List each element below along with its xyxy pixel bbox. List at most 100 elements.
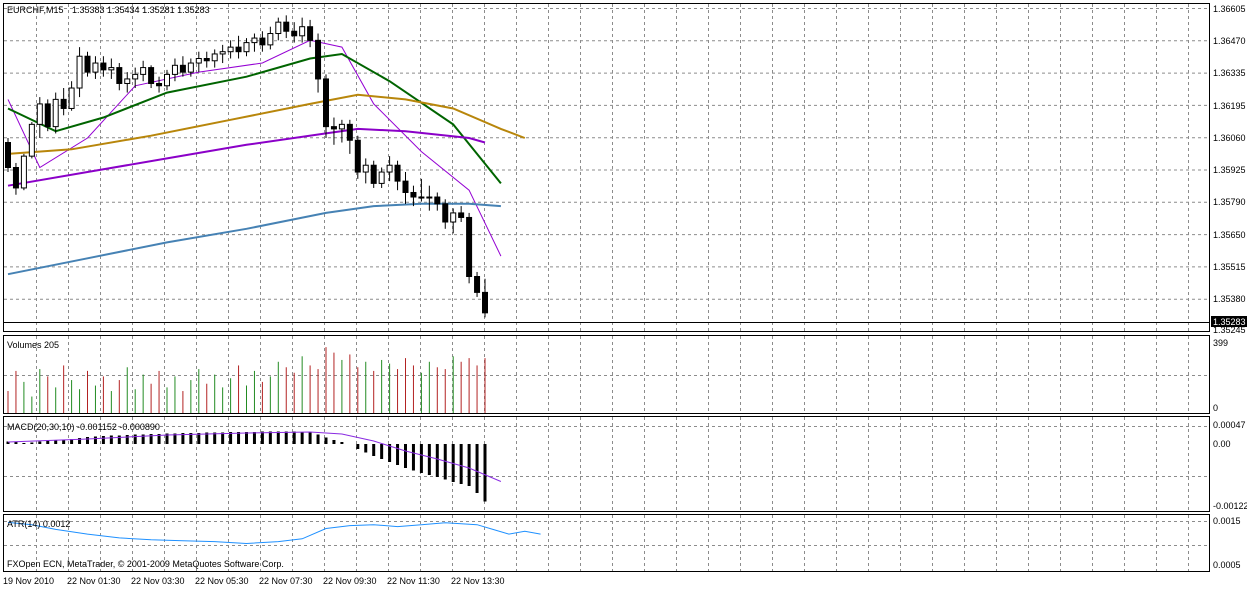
candle-body [283,21,290,32]
moving-average-line [7,202,501,276]
volume-panel-border [3,335,1210,414]
candle-body [338,123,345,130]
candle-body [84,55,91,73]
candle-body [195,58,202,64]
price-tick: 1.35380 [1213,294,1246,304]
candle-body [179,64,186,73]
candle-body [291,30,298,37]
candle-body [76,55,83,89]
price-tick: 1.36335 [1213,68,1246,78]
price-tick: 1.35245 [1213,325,1246,335]
candle-body [362,164,369,173]
main-panel-border [3,3,1210,332]
candle-body [474,276,481,293]
candle-body [203,58,210,62]
moving-average-line [7,39,502,257]
volume-axis-max: 399 [1213,338,1228,348]
time-tick: 22 Nov 11:30 [387,576,440,586]
candle-body [52,98,59,128]
candle-body [315,39,322,80]
atr-panel-border [3,514,1210,572]
candle-body [307,26,314,41]
candle-body [418,196,425,199]
candle-body [36,103,43,125]
macd-histogram [6,431,502,502]
candle-body [426,196,433,199]
moving-average-lines [7,39,526,276]
candle-body [156,82,163,87]
atr-axis-bottom: 0.0005 [1213,560,1241,570]
atr-line-path [7,521,541,545]
price-tick: 1.36470 [1213,36,1246,46]
candle-body [124,78,131,84]
time-tick: 19 Nov 2010 [3,576,54,586]
atr-axis-top: 0.0015 [1213,516,1241,526]
price-tick: 1.35790 [1213,197,1246,207]
current-price-label: 1.35283 [1213,317,1246,327]
volume-bars [7,347,486,413]
candle-body [108,67,115,71]
macd-axis-top: 0.00047 [1213,420,1246,430]
time-tick: 22 Nov 05:30 [195,576,249,586]
atr-panel-label: ATR(14) 0.0012 [7,519,70,529]
macd-signal-line [7,431,502,482]
candle-body [44,103,51,128]
time-axis: 19 Nov 2010 22 Nov 01:30 22 Nov 03:30 22… [3,576,505,586]
candle-body [68,87,75,109]
chart-grid [4,4,1209,571]
candle-body [275,21,282,35]
candle-body [354,139,361,173]
price-tick: 1.35925 [1213,165,1246,175]
candle-body [187,62,194,73]
candle-body [164,73,170,87]
symbol-label: EURCHF,M15 [7,5,64,15]
candle-body [251,37,258,44]
moving-average-line [7,93,526,155]
candle-body [12,167,19,189]
time-tick: 22 Nov 03:30 [131,576,185,586]
candle-body [20,155,27,189]
candle-body [482,291,488,314]
candle-body [243,42,250,53]
time-tick: 22 Nov 13:30 [451,576,505,586]
candlesticks [5,15,488,318]
price-tick: 1.35515 [1213,262,1246,272]
macd-axis-bottom: -0.00122 [1213,501,1247,511]
atr-line [7,521,541,545]
price-tick: 1.35650 [1213,230,1246,240]
candle-body [100,62,107,71]
candle-body [466,216,473,277]
time-tick: 22 Nov 07:30 [259,576,313,586]
volume-panel-label: Volumes 205 [7,340,59,350]
candle-body [386,164,393,173]
candle-body [330,126,337,130]
candle-body [323,78,329,128]
current-price-box [1211,316,1247,327]
candle-body [434,196,441,205]
ohlc-label: 1.35383 1.35434 1.35281 1.35283 [72,5,210,15]
candle-body [259,37,266,46]
candle-body [140,67,147,75]
time-tick: 22 Nov 01:30 [67,576,121,586]
price-tick: 1.36195 [1213,101,1246,111]
candle-body [211,53,218,62]
candle-body [116,67,123,84]
candle-body [171,64,178,75]
volume-axis-min: 0 [1213,403,1218,413]
price-tick: 1.36060 [1213,133,1246,143]
candle-body [235,46,242,53]
candle-body [450,212,457,223]
broker-copyright: FXOpen ECN, MetaTrader, © 2001-2009 Meta… [7,559,284,569]
candle-body [378,171,385,184]
candle-body [458,212,465,218]
candle-body [92,62,99,73]
candle-body [442,203,449,223]
candle-body [227,46,234,53]
candle-body [402,180,409,193]
candle-body [370,164,377,184]
candle-body [60,98,67,109]
macd-axis-zero: 0.00 [1213,439,1231,449]
candle-body [28,123,35,157]
candle-body [148,67,155,84]
